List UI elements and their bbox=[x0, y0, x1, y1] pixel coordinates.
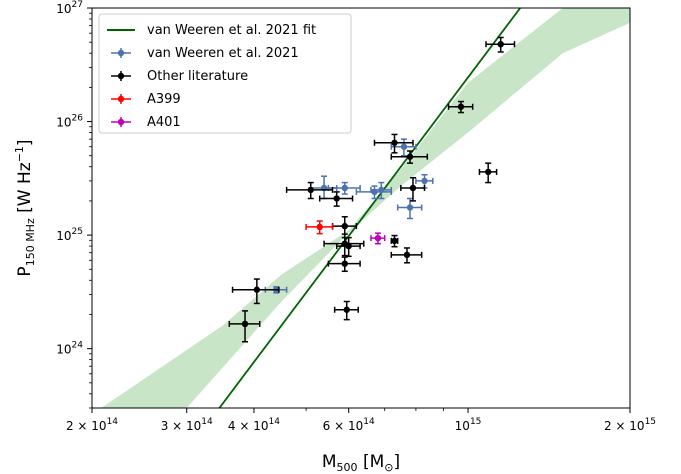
y-tick-label: 1025 bbox=[56, 227, 83, 243]
data-point-other-literature bbox=[373, 133, 414, 154]
fit-line bbox=[218, 8, 521, 408]
x-tick-label: 2 × 1015 bbox=[604, 417, 656, 433]
y-axis-label-unit: [W Hz bbox=[15, 162, 35, 218]
y-axis-label-sub: 150 MHz bbox=[24, 218, 37, 266]
data-point-van-weeren-et-al-2021 bbox=[327, 181, 361, 195]
data-point-other-literature bbox=[231, 278, 280, 305]
legend-swatch-other-literature bbox=[111, 71, 131, 81]
x-axis-label-sub: 500 bbox=[337, 461, 358, 474]
legend-fit-label: van Weeren et al. 2021 fit bbox=[147, 23, 316, 38]
data-point-a401 bbox=[370, 232, 386, 245]
x-tick-label: 3 × 1014 bbox=[161, 417, 213, 433]
data-point-van-weeren-et-al-2021 bbox=[390, 138, 417, 157]
data-point-other-literature bbox=[390, 247, 423, 264]
y-tick-label: 1027 bbox=[56, 0, 83, 16]
legend-label-van-weeren-et-al-2021: van Weeren et al. 2021 bbox=[147, 46, 299, 61]
x-axis-label-main: M bbox=[322, 452, 337, 472]
legend: van Weeren et al. 2021 fit van Weeren et… bbox=[98, 13, 352, 134]
y-axis-label-close: ] bbox=[15, 139, 35, 146]
plot-frame bbox=[91, 7, 631, 409]
data-point-other-literature bbox=[285, 181, 334, 200]
x-tick-label: 2 × 1014 bbox=[66, 417, 118, 433]
legend-label-a401: A401 bbox=[147, 115, 181, 130]
data-point-other-literature bbox=[390, 234, 399, 248]
data-point-other-literature bbox=[335, 236, 361, 258]
y-tick-label: 1024 bbox=[56, 341, 83, 357]
data-point-other-literature bbox=[447, 100, 474, 114]
x-tick-label: 1015 bbox=[455, 417, 482, 433]
x-axis-label-close: ] bbox=[393, 452, 400, 472]
data-point-other-literature bbox=[485, 36, 516, 53]
x-axis-label: M500 [M⊙] bbox=[322, 452, 400, 474]
data-point-other-literature bbox=[228, 310, 261, 343]
data-point-other-literature bbox=[333, 300, 359, 321]
legend-box bbox=[98, 13, 352, 134]
legend-swatch-a399 bbox=[111, 94, 131, 104]
x-axis-label-unit: [M bbox=[358, 452, 385, 472]
data-point-other-literature bbox=[390, 150, 429, 164]
legend-swatch-van-weeren-et-al-2021 bbox=[111, 48, 131, 58]
data-point-other-literature bbox=[478, 162, 498, 184]
x-axis-label-unit-sub: ⊙ bbox=[384, 461, 393, 474]
data-point-other-literature bbox=[318, 191, 354, 207]
data-point-a399 bbox=[305, 220, 334, 235]
legend-swatch-a401 bbox=[111, 117, 131, 127]
data-point-other-literature bbox=[400, 176, 426, 202]
data-point-van-weeren-et-al-2021 bbox=[370, 181, 393, 200]
data-point-other-literature bbox=[327, 256, 361, 273]
y-axis-label-main: P bbox=[15, 266, 35, 276]
y-axis-label-sup: −1 bbox=[13, 146, 26, 162]
x-tick-label: 6 × 1014 bbox=[323, 417, 375, 433]
x-tick-label: 4 × 1014 bbox=[228, 417, 280, 433]
legend-label-a399: A399 bbox=[147, 92, 181, 107]
y-tick-label: 1026 bbox=[56, 114, 83, 130]
legend-label-other-literature: Other literature bbox=[147, 69, 248, 84]
data-point-van-weeren-et-al-2021 bbox=[396, 197, 423, 220]
y-axis-label: P150 MHz [W Hz−1] bbox=[13, 139, 37, 276]
